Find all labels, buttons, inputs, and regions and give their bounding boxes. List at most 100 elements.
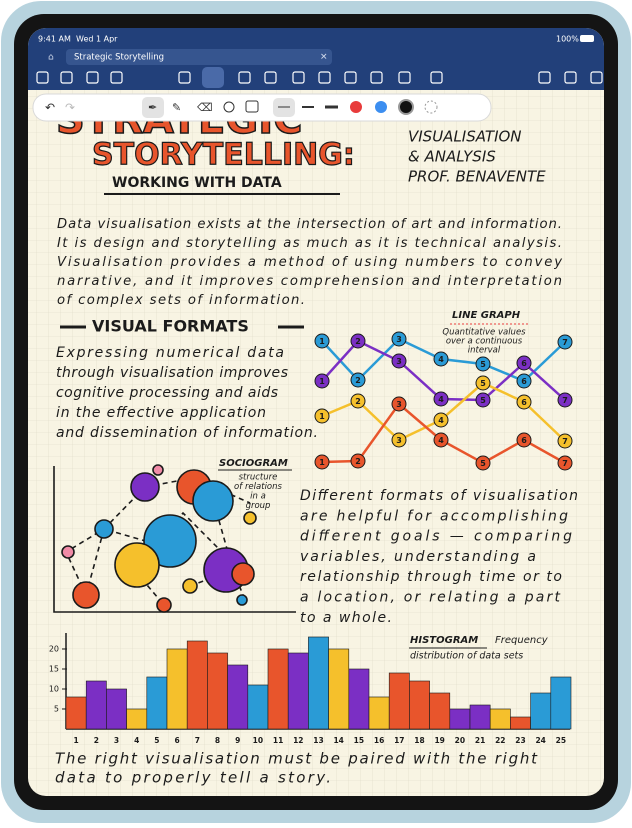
x-tick-label: 4: [134, 736, 139, 745]
toolbar-button[interactable]: [264, 71, 277, 84]
line-graph-caption: interval: [468, 346, 501, 356]
point-label: 6: [521, 359, 527, 368]
point-label: 7: [562, 338, 568, 347]
section-line: and dissemination of information.: [56, 425, 318, 441]
y-tick-label: 20: [49, 645, 59, 654]
color-red[interactable]: [350, 101, 362, 113]
pen-tool[interactable]: ✒: [148, 101, 157, 114]
point-label: 1: [319, 377, 325, 386]
y-tick-label: 15: [49, 665, 59, 674]
color-black[interactable]: [398, 99, 414, 115]
histogram-bar: [227, 664, 249, 730]
pen-button-selected: [202, 67, 224, 88]
formats-line: Different formats of visualisation: [300, 488, 578, 504]
line-graph-point: [350, 372, 366, 388]
x-tick-label: 25: [556, 736, 566, 745]
histogram-bar: [85, 680, 107, 730]
histogram-bar: [186, 640, 208, 730]
line-graph-point: [350, 453, 366, 469]
point-label: 7: [562, 459, 568, 468]
color-picker[interactable]: [424, 100, 438, 114]
highlighter-tool[interactable]: ✎: [172, 101, 181, 114]
histogram-bar: [166, 648, 188, 730]
sociogram-drawing: [53, 464, 296, 613]
x-tick-label: 14: [333, 736, 343, 745]
undo-button[interactable]: ↶: [45, 101, 55, 115]
tab-title: Strategic Storytelling: [74, 53, 164, 63]
toolbar-button[interactable]: [60, 71, 73, 84]
histogram-bar: [146, 676, 168, 730]
toolbar-button[interactable]: [538, 71, 551, 84]
tab[interactable]: [66, 49, 332, 65]
line-graph-point: [391, 396, 407, 412]
tab-close[interactable]: ✕: [320, 53, 328, 63]
toolbar-button[interactable]: [238, 71, 251, 84]
toolbar-button[interactable]: [86, 71, 99, 84]
toolbar-button[interactable]: [36, 71, 49, 84]
x-tick-label: 8: [215, 736, 220, 745]
point-label: 6: [521, 398, 527, 407]
point-label: 3: [396, 436, 402, 445]
shapes-tool[interactable]: [245, 100, 259, 113]
point-label: 5: [480, 459, 486, 468]
section-line: in the effective application: [56, 405, 266, 421]
toolbar-button[interactable]: [370, 71, 383, 84]
line-graph-point: [314, 454, 330, 470]
histogram-bar: [388, 672, 410, 730]
status-battery: 100%: [556, 35, 579, 44]
pen-tool-selected[interactable]: [142, 97, 164, 118]
point-label: 5: [480, 379, 486, 388]
x-tick-label: 18: [414, 736, 424, 745]
x-tick-label: 3: [114, 736, 119, 745]
point-label: 1: [319, 337, 325, 346]
color-blue[interactable]: [375, 101, 387, 113]
histogram-bar: [65, 696, 87, 730]
toolbar-button[interactable]: [178, 71, 191, 84]
x-tick-label: 19: [434, 736, 444, 745]
line-graph-point: [557, 392, 573, 408]
line-graph-point: [350, 333, 366, 349]
pen-toolbar: [32, 93, 492, 122]
y-tick-label: 5: [54, 705, 59, 714]
x-tick-label: 22: [495, 736, 505, 745]
line-graph-point: [475, 375, 491, 391]
histogram-bar: [328, 648, 350, 730]
histogram-bar: [267, 648, 289, 730]
sociogram-caption: of relations: [234, 482, 282, 492]
toolbar-button[interactable]: [292, 71, 305, 84]
point-label: 5: [480, 396, 486, 405]
x-tick-label: 20: [455, 736, 465, 745]
point-label: 2: [355, 337, 361, 346]
intro-line: It is design and storytelling as much as…: [57, 236, 562, 251]
point-label: 2: [355, 397, 361, 406]
toolbar-button[interactable]: [344, 71, 357, 84]
x-tick-label: 16: [374, 736, 384, 745]
lasso-tool[interactable]: [223, 101, 235, 113]
redo-button[interactable]: ↷: [65, 101, 75, 115]
subtitle: WORKING WITH DATA: [112, 175, 282, 191]
toolbar-button[interactable]: [430, 71, 443, 84]
closing-line: The right visualisation must be paired w…: [55, 750, 538, 768]
status-date: Wed 1 Apr: [76, 35, 118, 44]
histogram-bar: [510, 716, 531, 730]
line-graph-point: [391, 432, 407, 448]
toolbar-button[interactable]: [318, 71, 331, 84]
screen: ✕ ⌂ 9:41 AM Wed 1 Apr 100% Strategic Storyt…: [28, 28, 604, 796]
formats-line: different goals — comparing: [300, 529, 572, 545]
toolbar-button[interactable]: [110, 71, 123, 84]
line-graph-point: [557, 433, 573, 449]
toolbar-button[interactable]: [398, 71, 411, 84]
point-label: 4: [438, 395, 444, 404]
eraser-tool[interactable]: ⌫: [197, 101, 213, 114]
section-line: through visualisation improves: [56, 365, 288, 381]
line-graph-point: [516, 394, 532, 410]
home-button[interactable]: ⌂: [48, 53, 54, 63]
toolbar-button[interactable]: [564, 71, 577, 84]
histogram-bar: [409, 680, 430, 730]
status-time: 9:41 AM: [38, 35, 71, 44]
y-tick-label: 10: [49, 685, 59, 694]
point-label: 3: [396, 357, 402, 366]
toolbar-button[interactable]: [590, 71, 603, 84]
point-label: 4: [438, 416, 444, 425]
